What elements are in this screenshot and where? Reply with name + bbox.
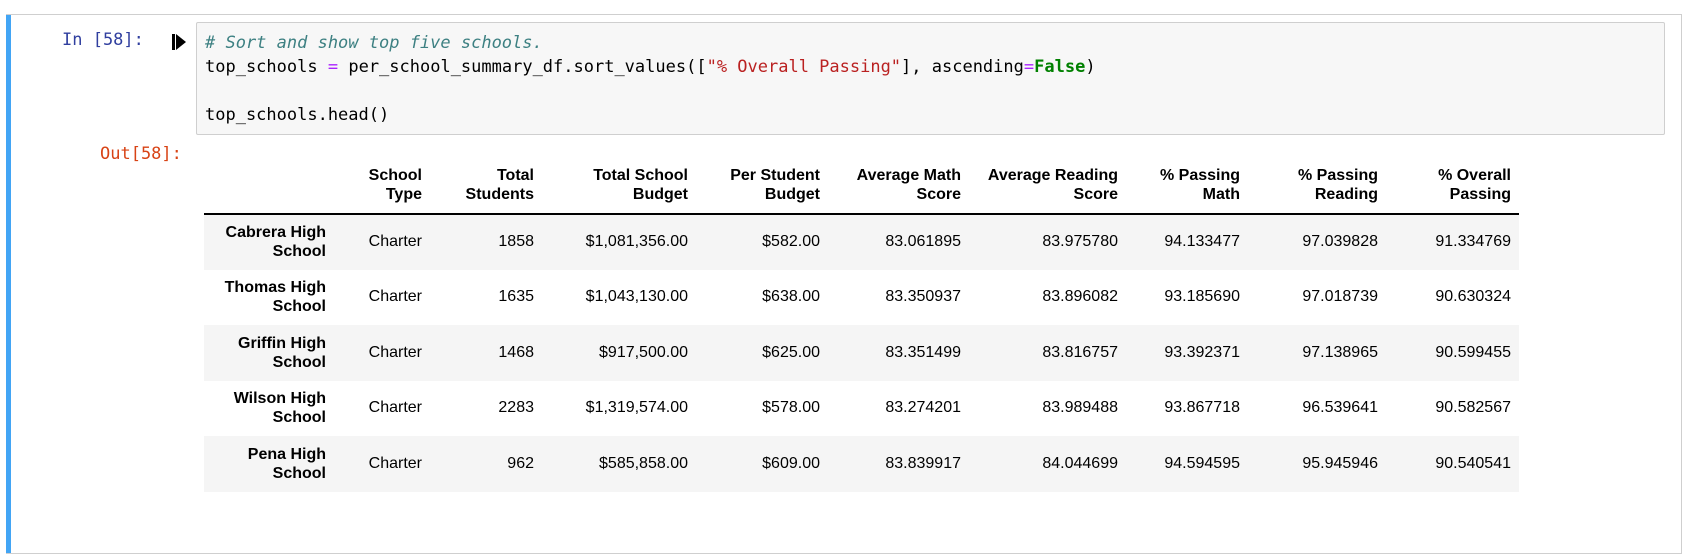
row-index-label: Wilson High School (233, 390, 326, 427)
table-cell: 83.975780 (1042, 233, 1118, 251)
table-cell: 83.274201 (885, 399, 961, 417)
column-header: Total Students (430, 156, 542, 215)
table-cell: $638.00 (762, 288, 820, 306)
table-cell: Charter (368, 454, 422, 472)
run-cell-icon[interactable] (172, 34, 186, 50)
column-header: Total School Budget (542, 156, 696, 215)
table-cell: 94.594595 (1164, 454, 1240, 472)
table-cell: 1468 (498, 343, 534, 361)
table-cell: 83.896082 (1042, 288, 1118, 306)
table-cell: 84.044699 (1042, 454, 1118, 472)
table-cell: 2283 (498, 399, 534, 417)
table-cell: 83.989488 (1042, 399, 1118, 417)
table-cell: 97.018739 (1302, 288, 1378, 306)
table-cell: 91.334769 (1435, 233, 1511, 251)
cell-selection-bar (6, 15, 11, 553)
column-header: % Passing Math (1126, 156, 1248, 215)
row-index-label: Griffin High School (238, 334, 326, 371)
table-row: Thomas High School Charter 1635 $1,043,130.0… (204, 270, 1519, 326)
input-prompt: In [58]: (62, 30, 144, 50)
table-cell: 93.392371 (1164, 343, 1240, 361)
code-close: ) (1085, 57, 1096, 77)
table-cell: 96.539641 (1302, 399, 1378, 417)
column-header: % Passing Reading (1248, 156, 1386, 215)
table-cell: 90.599455 (1435, 343, 1511, 361)
index-header (204, 156, 334, 215)
table-cell: 90.540541 (1435, 454, 1511, 472)
table-cell: $625.00 (762, 343, 820, 361)
code-variable: top_schools (205, 57, 318, 77)
table-cell: 83.839917 (885, 454, 961, 472)
table-cell: $1,043,130.00 (585, 288, 688, 306)
table-row: Cabrera High School Charter 1858 $1,081,356.… (204, 214, 1519, 270)
code-line-1: # Sort and show top five schools. (205, 31, 1664, 55)
row-index-label: Thomas High School (224, 279, 326, 316)
dataframe-table: School Type Total Students Total School Bud… (204, 156, 1519, 492)
table-row: Wilson High School Charter 2283 $1,319,574.0… (204, 381, 1519, 437)
code-comment: # Sort and show top five schools. (205, 33, 543, 53)
table-cell: 1635 (498, 288, 534, 306)
output-prompt: Out[58]: (100, 144, 182, 164)
table-cell: $585,858.00 (599, 454, 688, 472)
table-cell: 95.945946 (1302, 454, 1378, 472)
table-row: Griffin High School Charter 1468 $917,500.00… (204, 325, 1519, 381)
table-cell: Charter (368, 343, 422, 361)
table-cell: 83.351499 (885, 343, 961, 361)
code-call: per_school_summary_df.sort_values([ (348, 57, 707, 77)
code-operator-2: = (1023, 57, 1035, 77)
code-string: "% Overall Passing" (706, 57, 902, 77)
table-cell: 90.630324 (1435, 288, 1511, 306)
table-cell: 83.350937 (885, 288, 961, 306)
code-editor[interactable]: # Sort and show top five schools. top_sch… (196, 22, 1665, 135)
column-header: Average Math Score (828, 156, 969, 215)
table-cell: 93.185690 (1164, 288, 1240, 306)
table-header-row: School Type Total Students Total School Bud… (204, 156, 1519, 215)
table-cell: 97.039828 (1302, 233, 1378, 251)
code-args: ], ascending (901, 57, 1024, 77)
row-index-label: Pena High School (247, 445, 326, 482)
table-cell: 97.138965 (1302, 343, 1378, 361)
code-line-4: top_schools.head() (205, 103, 1664, 127)
table-cell: Charter (368, 233, 422, 251)
table-cell: $1,081,356.00 (585, 233, 688, 251)
table-cell: $1,319,574.00 (585, 399, 688, 417)
table-cell: $582.00 (762, 233, 820, 251)
table-cell: 962 (507, 454, 534, 472)
code-line-2: top_schools = per_school_summary_df.sort… (205, 55, 1664, 79)
code-head-call: top_schools.head() (205, 105, 390, 125)
code-line-3 (205, 79, 1664, 103)
column-header: Average Reading Score (969, 156, 1126, 215)
table-cell: $578.00 (762, 399, 820, 417)
table-cell: Charter (368, 288, 422, 306)
table-cell: 1858 (498, 233, 534, 251)
row-index-label: Cabrera High School (225, 224, 326, 261)
table-cell: $917,500.00 (599, 343, 688, 361)
column-header: % Overall Passing (1386, 156, 1519, 215)
table-cell: 93.867718 (1164, 399, 1240, 417)
table-cell: 83.061895 (885, 233, 961, 251)
column-header: School Type (334, 156, 430, 215)
column-header: Per Student Budget (696, 156, 828, 215)
table-cell: Charter (368, 399, 422, 417)
table-cell: $609.00 (762, 454, 820, 472)
code-keyword: False (1034, 57, 1086, 77)
code-operator: = (327, 57, 339, 77)
table-cell: 94.133477 (1164, 233, 1240, 251)
table-cell: 83.816757 (1042, 343, 1118, 361)
table-row: Pena High School Charter 962 $585,858.00 $609… (204, 436, 1519, 492)
table-body: Cabrera High School Charter 1858 $1,081,356.… (204, 214, 1519, 492)
table-cell: 90.582567 (1435, 399, 1511, 417)
